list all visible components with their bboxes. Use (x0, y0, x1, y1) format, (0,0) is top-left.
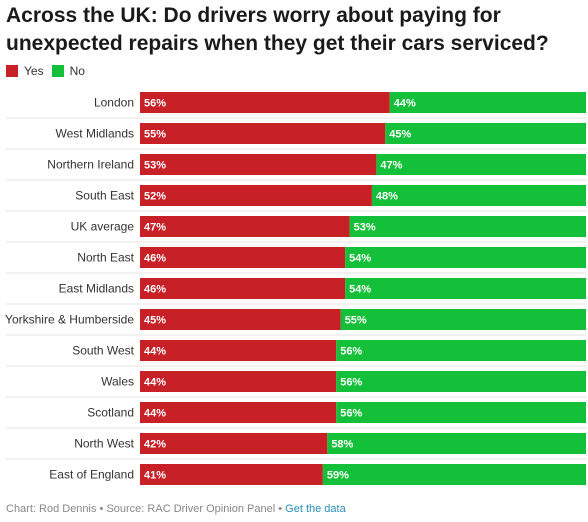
bar-no-west-midlands[interactable] (385, 123, 586, 144)
category-label-wales: Wales (101, 375, 134, 389)
bar-no-scotland[interactable] (336, 402, 586, 423)
data-label-yes-london: 56% (144, 98, 166, 110)
bar-yes-yorkshire-and-humberside[interactable] (140, 309, 341, 330)
bar-no-east-of-england[interactable] (322, 464, 586, 485)
category-label-south-east: South East (75, 189, 134, 203)
category-label-north-west: North West (74, 437, 134, 451)
data-label-no-south-east: 48% (376, 191, 398, 203)
data-label-yes-scotland: 44% (144, 408, 166, 420)
legend-item-yes[interactable]: Yes (6, 64, 44, 78)
data-label-no-north-east: 54% (349, 253, 371, 265)
category-label-scotland: Scotland (87, 406, 134, 420)
category-label-east-midlands: East Midlands (59, 282, 134, 296)
data-label-yes-west-midlands: 55% (144, 129, 166, 141)
bar-chart: London 56% 44% West Midlands 55% 45% Northern … (5, 92, 586, 485)
legend-item-no[interactable]: No (51, 64, 85, 78)
category-label-south-west: South West (72, 344, 134, 358)
bar-no-uk-average[interactable] (349, 216, 586, 237)
data-label-no-north-west: 58% (331, 439, 353, 451)
bar-yes-east-of-england[interactable] (140, 464, 323, 485)
bar-no-south-west[interactable] (336, 340, 586, 361)
bar-no-north-west[interactable] (327, 433, 586, 454)
bar-yes-north-east[interactable] (140, 247, 346, 268)
chart-title: Across the UK: Do drivers worry about pa… (6, 4, 549, 55)
bar-no-north-east[interactable] (345, 247, 586, 268)
bar-no-london[interactable] (389, 92, 586, 113)
bar-yes-london[interactable] (140, 92, 390, 113)
footer-credit: Chart: Rod Dennis • Source: RAC Driver O… (6, 503, 286, 515)
legend-label-no: No (69, 64, 85, 78)
data-label-no-south-west: 56% (340, 346, 362, 358)
data-label-no-scotland: 56% (340, 408, 362, 420)
legend-swatch-no (51, 65, 64, 77)
category-label-west-midlands: West Midlands (56, 127, 134, 141)
data-label-yes-south-east: 52% (144, 191, 166, 203)
get-data-link[interactable]: Get the data (285, 503, 346, 515)
data-label-no-wales: 56% (340, 377, 362, 389)
legend-swatch-yes (6, 65, 18, 77)
data-label-yes-yorkshire-and-humberside: 45% (144, 315, 166, 327)
bar-yes-north-west[interactable] (140, 433, 328, 454)
category-label-east-of-england: East of England (49, 468, 134, 482)
legend: Yes No (6, 64, 93, 78)
data-label-yes-north-east: 46% (144, 253, 166, 265)
data-label-no-northern-ireland: 47% (380, 160, 402, 172)
category-label-uk-average: UK average (71, 220, 135, 234)
bar-no-northern-ireland[interactable] (376, 154, 586, 175)
bar-no-wales[interactable] (336, 371, 586, 392)
bar-yes-northern-ireland[interactable] (140, 154, 377, 175)
data-label-yes-uk-average: 47% (144, 222, 166, 234)
bar-no-east-midlands[interactable] (345, 278, 586, 299)
bar-yes-east-midlands[interactable] (140, 278, 346, 299)
category-label-london: London (94, 96, 134, 110)
bar-yes-wales[interactable] (140, 371, 337, 392)
data-label-no-london: 44% (394, 98, 416, 110)
data-label-yes-north-west: 42% (144, 439, 166, 451)
category-label-northern-ireland: Northern Ireland (47, 158, 134, 172)
data-label-yes-northern-ireland: 53% (144, 160, 166, 172)
bar-yes-uk-average[interactable] (140, 216, 350, 237)
bar-no-south-east[interactable] (371, 185, 586, 206)
data-label-yes-east-of-england: 41% (144, 470, 166, 482)
bar-yes-south-west[interactable] (140, 340, 337, 361)
bar-no-yorkshire-and-humberside[interactable] (340, 309, 586, 330)
data-label-yes-south-west: 44% (144, 346, 166, 358)
data-label-no-uk-average: 53% (354, 222, 376, 234)
data-label-yes-east-midlands: 46% (144, 284, 166, 296)
bar-yes-west-midlands[interactable] (140, 123, 386, 144)
data-label-no-west-midlands: 45% (389, 129, 411, 141)
bar-yes-south-east[interactable] (140, 185, 372, 206)
footer: Chart: Rod Dennis • Source: RAC Driver O… (6, 503, 346, 515)
data-label-yes-wales: 44% (144, 377, 166, 389)
data-label-no-east-of-england: 59% (327, 470, 349, 482)
data-label-no-east-midlands: 54% (349, 284, 371, 296)
legend-label-yes: Yes (24, 64, 44, 78)
category-label-yorkshire-and-humberside: Yorkshire & Humberside (5, 313, 134, 327)
category-label-north-east: North East (77, 251, 134, 265)
data-label-no-yorkshire-and-humberside: 55% (345, 315, 367, 327)
bar-yes-scotland[interactable] (140, 402, 337, 423)
